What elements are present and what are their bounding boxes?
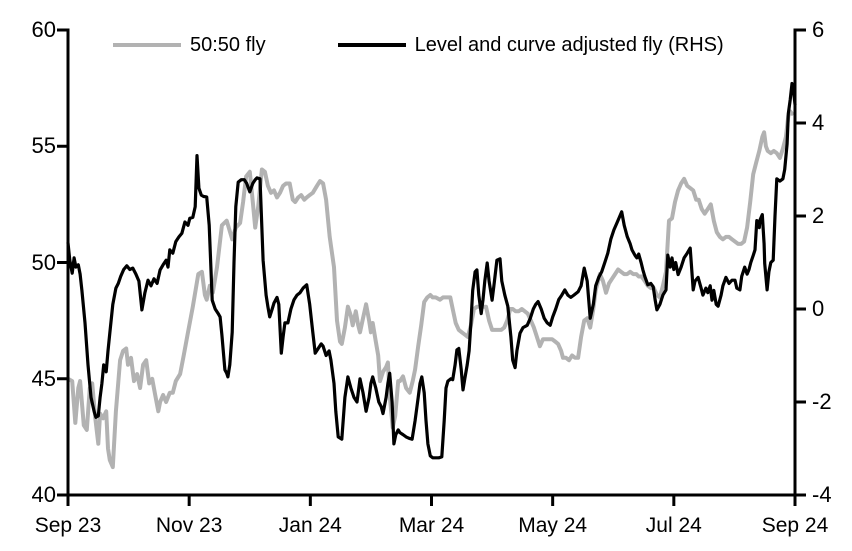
series-line-1 xyxy=(66,81,797,460)
y-left-tick-label: 55 xyxy=(31,133,56,159)
y-right-tick-label: -2 xyxy=(812,389,832,414)
y-right-tick-label: 6 xyxy=(812,17,825,42)
y-left-tick-label: 40 xyxy=(31,482,56,507)
y-left-tick-label: 50 xyxy=(31,249,56,275)
y-right-tick-label: 4 xyxy=(812,110,825,135)
y-left-tick-label: 60 xyxy=(31,17,56,42)
series-line-0 xyxy=(66,109,794,470)
x-axis-tick-label: Sep 24 xyxy=(761,514,829,537)
x-axis-tick-label: Nov 23 xyxy=(155,514,223,537)
x-axis-tick-label: Jul 24 xyxy=(645,514,702,537)
y-right-tick-label: 0 xyxy=(812,296,825,321)
y-left-tick-label: 45 xyxy=(31,365,56,391)
y-right-tick-label: 2 xyxy=(812,203,825,228)
x-axis-tick-label: Sep 23 xyxy=(34,514,102,537)
x-axis-tick-label: Jan 24 xyxy=(278,514,342,537)
x-axis-tick-label: May 24 xyxy=(518,514,588,537)
x-axis-tick-label: Mar 24 xyxy=(398,514,465,537)
y-right-tick-label: -4 xyxy=(812,482,832,507)
